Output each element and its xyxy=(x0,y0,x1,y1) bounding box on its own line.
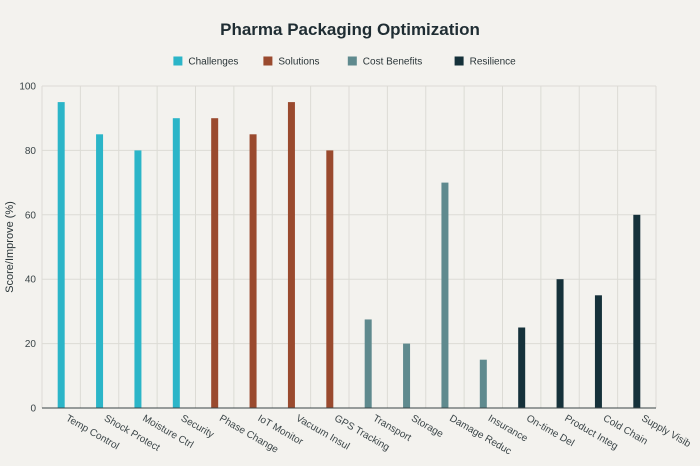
bar-resilience xyxy=(556,279,564,408)
legend-label: Challenges xyxy=(188,57,238,68)
gridlines xyxy=(41,85,657,409)
bar-cost-benefits xyxy=(479,359,487,408)
chart-title: Pharma Packaging Optimization xyxy=(220,20,480,39)
legend: Challenges Solutions Cost Benefits Resilien… xyxy=(173,56,517,68)
bar-challenges xyxy=(172,118,180,408)
bar-cost-benefits xyxy=(403,343,411,408)
y-tick-label: 80 xyxy=(25,146,37,157)
x-tick-label: Supply Visib xyxy=(639,413,692,450)
bar-solutions xyxy=(326,150,334,408)
bar-challenges xyxy=(57,102,65,408)
bar-solutions xyxy=(287,102,295,408)
bar-challenges xyxy=(134,150,142,408)
y-tick-label: 0 xyxy=(30,404,36,415)
y-tick-label: 60 xyxy=(25,210,37,221)
bar-cost-benefits xyxy=(364,319,372,408)
bars xyxy=(57,102,641,409)
y-axis-ticks: 0 20 40 60 80 100 xyxy=(19,82,36,415)
x-tick-label: Storage xyxy=(409,413,445,440)
bar-resilience xyxy=(594,295,602,408)
legend-label: Resilience xyxy=(470,57,517,68)
bar-solutions xyxy=(211,118,219,408)
bar-cost-benefits xyxy=(441,182,449,408)
bar-solutions xyxy=(249,134,257,409)
legend-swatch xyxy=(173,56,183,66)
legend-swatch xyxy=(263,56,273,66)
y-tick-label: 100 xyxy=(19,82,36,93)
bar-resilience xyxy=(633,214,641,408)
y-axis-label: Score/Improve (%) xyxy=(4,201,16,293)
bar-resilience xyxy=(518,327,526,408)
y-tick-label: 20 xyxy=(25,339,37,350)
legend-swatch xyxy=(454,56,464,66)
bar-challenges xyxy=(96,134,104,409)
legend-label: Cost Benefits xyxy=(363,57,422,68)
y-tick-label: 40 xyxy=(25,275,37,286)
legend-label: Solutions xyxy=(278,57,319,68)
legend-swatch xyxy=(347,56,357,66)
